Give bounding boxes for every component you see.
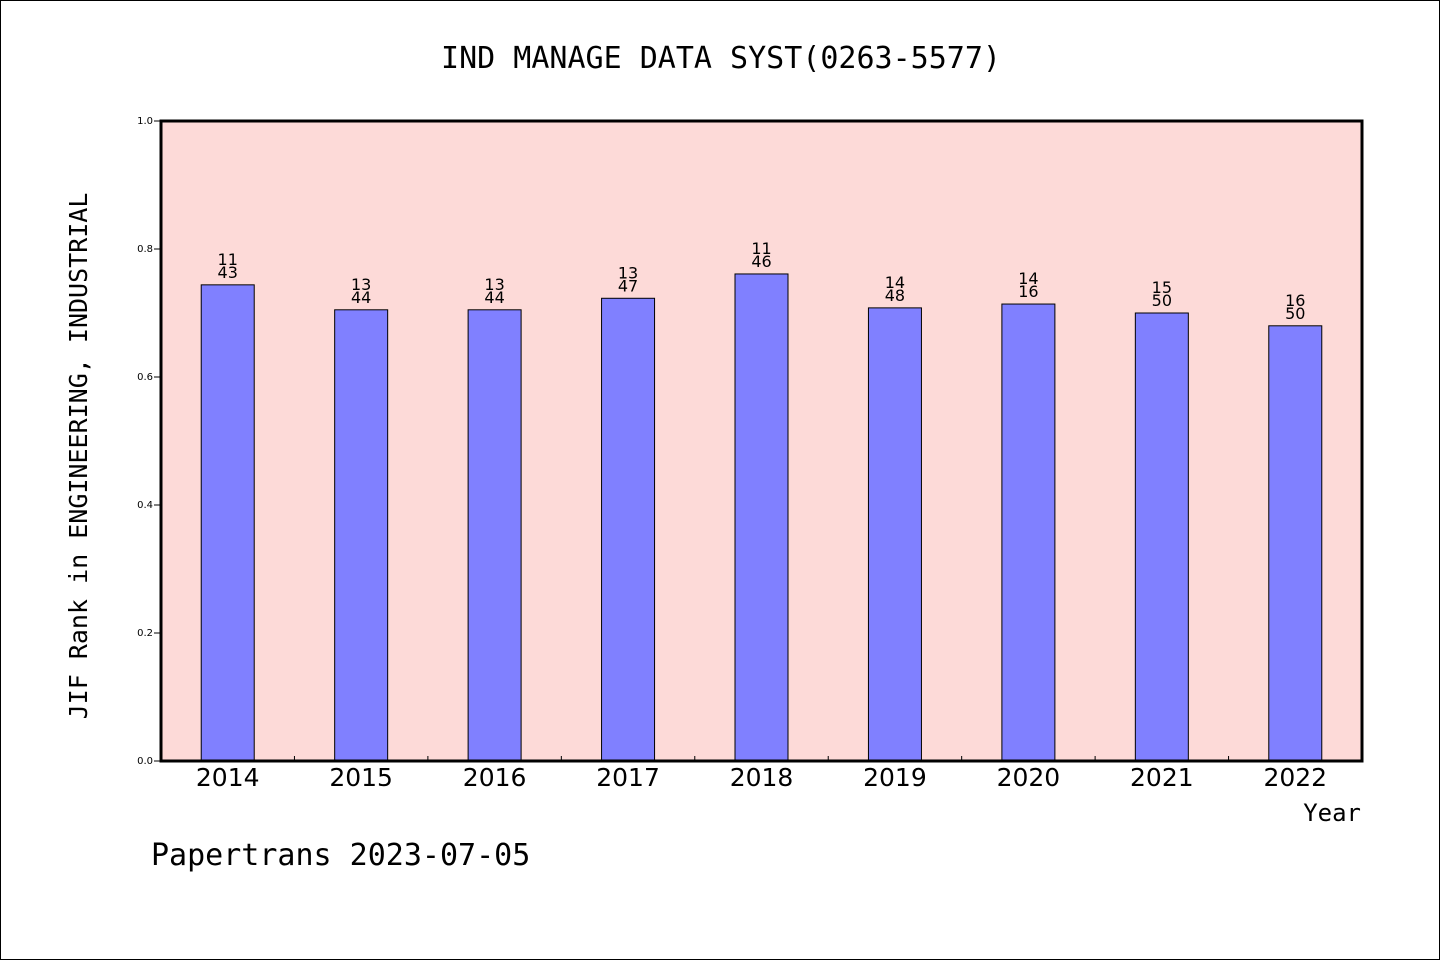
bar-total-label: 50 xyxy=(1152,291,1172,310)
bar xyxy=(334,309,389,762)
bar-rank-label: 16 xyxy=(1285,291,1305,310)
x-tick-label: 2020 xyxy=(997,763,1061,792)
bar xyxy=(1268,325,1323,762)
bar-total-label: 43 xyxy=(218,263,238,282)
bar-total-label: 16 xyxy=(1018,282,1038,301)
bar xyxy=(1001,303,1056,762)
bar-rank-label: 11 xyxy=(751,239,771,258)
bar xyxy=(1134,312,1189,762)
x-tick-label: 2019 xyxy=(863,763,927,792)
bar-total-label: 48 xyxy=(885,286,905,305)
bar-rank-label: 13 xyxy=(484,275,504,294)
x-tick-label: 2017 xyxy=(596,763,660,792)
y-tick-label: 0.0 xyxy=(137,756,153,767)
x-tick-label: 2014 xyxy=(196,763,260,792)
bar xyxy=(467,309,522,762)
x-tick-label: 2015 xyxy=(329,763,393,792)
bar-rank-label: 13 xyxy=(351,275,371,294)
bar-total-label: 44 xyxy=(484,288,504,307)
bar-total-label: 50 xyxy=(1285,304,1305,323)
bar-rank-label: 14 xyxy=(885,273,905,292)
bar xyxy=(867,307,922,762)
bar-total-label: 44 xyxy=(351,288,371,307)
bar xyxy=(200,284,255,762)
bar-rank-label: 14 xyxy=(1018,269,1038,288)
x-tick-label: 2016 xyxy=(463,763,527,792)
y-tick-label: 1.0 xyxy=(137,116,153,127)
y-tick-label: 0.6 xyxy=(137,372,153,383)
y-axis-label: JIF Rank in ENGINEERING, INDUSTRIAL xyxy=(64,193,93,720)
plot-border xyxy=(159,119,1364,763)
x-tick-label: 2022 xyxy=(1263,763,1327,792)
bar-total-label: 47 xyxy=(618,276,638,295)
footer-text: Papertrans 2023-07-05 xyxy=(151,838,530,873)
x-axis: 2014 2015 2016 2017 2018 2019 2020 2021 2022 xyxy=(196,756,1327,792)
x-tick-label: 2021 xyxy=(1130,763,1194,792)
x-tick-label: 2018 xyxy=(730,763,794,792)
bar-rank-label: 15 xyxy=(1152,278,1172,297)
bar-rank-label: 13 xyxy=(618,263,638,282)
bar xyxy=(734,273,789,762)
y-tick-label: 0.4 xyxy=(137,500,153,511)
y-axis: 0.0 0.2 0.4 0.6 0.8 1.0 xyxy=(137,116,161,767)
bar-rank-label: 11 xyxy=(218,250,238,269)
chart-title: IND MANAGE DATA SYST(0263-5577) xyxy=(441,41,1001,76)
y-tick-label: 0.2 xyxy=(137,628,153,639)
bar xyxy=(601,297,656,762)
bar-total-label: 46 xyxy=(751,252,771,271)
x-axis-label: Year xyxy=(1303,799,1361,827)
y-tick-label: 0.8 xyxy=(137,244,153,255)
